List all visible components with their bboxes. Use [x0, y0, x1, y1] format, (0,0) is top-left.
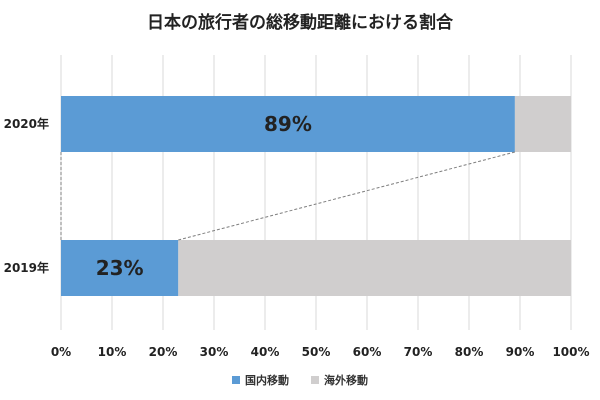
bar-segment [61, 240, 179, 296]
bar-segment [178, 240, 572, 296]
data-label: 23% [96, 256, 144, 280]
connector-line [178, 151, 516, 241]
x-tick-label: 20% [149, 345, 178, 359]
legend-label-domestic: 国内移動 [245, 374, 289, 387]
legend-swatch-domestic [232, 376, 240, 384]
x-tick-label: 40% [251, 345, 280, 359]
legend: 国内移動 海外移動 [0, 372, 600, 388]
legend-label-international: 海外移動 [324, 374, 368, 387]
x-tick-label: 100% [552, 345, 589, 359]
legend-item-international: 海外移動 [311, 372, 368, 388]
x-tick-label: 80% [455, 345, 484, 359]
x-tick-label: 0% [51, 345, 71, 359]
category-label: 2019年 [4, 260, 49, 275]
x-tick-label: 30% [200, 345, 229, 359]
x-tick-label: 10% [98, 345, 127, 359]
x-tick-label: 60% [353, 345, 382, 359]
data-label: 89% [264, 112, 312, 136]
bar-segment [61, 96, 515, 152]
legend-item-domestic: 国内移動 [232, 372, 289, 388]
legend-swatch-international [311, 376, 319, 384]
category-label: 2020年 [4, 116, 49, 131]
bar-segment [514, 96, 571, 152]
x-tick-label: 50% [302, 345, 331, 359]
chart-title: 日本の旅行者の総移動距離における割合 [147, 13, 453, 33]
x-tick-label: 70% [404, 345, 433, 359]
x-tick-label: 90% [506, 345, 535, 359]
